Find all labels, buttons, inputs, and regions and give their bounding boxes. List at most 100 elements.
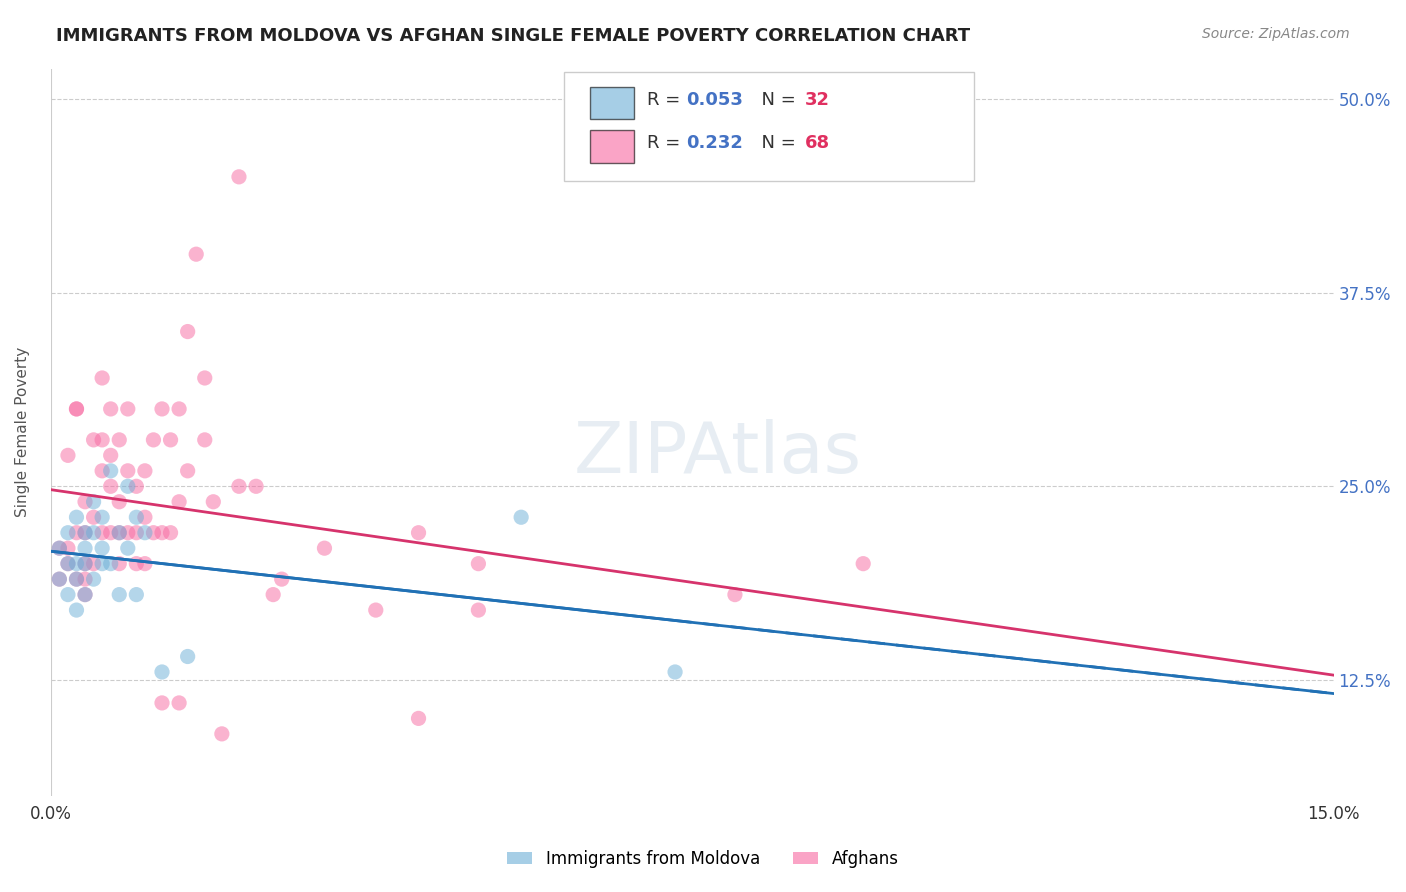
Point bbox=[48, 572, 70, 586]
Point bbox=[159, 525, 181, 540]
Point bbox=[724, 588, 747, 602]
Point bbox=[245, 479, 267, 493]
Point bbox=[176, 649, 198, 664]
Point bbox=[73, 588, 96, 602]
Point bbox=[73, 572, 96, 586]
Point bbox=[100, 464, 122, 478]
Point bbox=[159, 433, 181, 447]
Point bbox=[467, 557, 489, 571]
Point bbox=[467, 603, 489, 617]
Point bbox=[117, 464, 139, 478]
Point bbox=[134, 525, 156, 540]
Point bbox=[150, 401, 173, 416]
Point bbox=[73, 557, 96, 571]
Point bbox=[167, 495, 190, 509]
Text: 68: 68 bbox=[806, 135, 830, 153]
Point bbox=[65, 401, 87, 416]
Point bbox=[100, 557, 122, 571]
Point bbox=[100, 479, 122, 493]
FancyBboxPatch shape bbox=[589, 130, 634, 163]
Point bbox=[134, 464, 156, 478]
Point bbox=[83, 495, 105, 509]
Point bbox=[852, 557, 875, 571]
Point bbox=[150, 665, 173, 679]
Point bbox=[65, 525, 87, 540]
Point bbox=[125, 510, 148, 524]
Point bbox=[65, 603, 87, 617]
Point bbox=[117, 525, 139, 540]
Point bbox=[108, 495, 131, 509]
Point bbox=[73, 525, 96, 540]
Point bbox=[125, 479, 148, 493]
Point bbox=[117, 541, 139, 556]
Point bbox=[73, 525, 96, 540]
Point bbox=[100, 525, 122, 540]
Point bbox=[65, 557, 87, 571]
Text: Source: ZipAtlas.com: Source: ZipAtlas.com bbox=[1202, 27, 1350, 41]
Text: R =: R = bbox=[647, 135, 686, 153]
Point bbox=[176, 325, 198, 339]
Point bbox=[83, 557, 105, 571]
Point bbox=[194, 371, 217, 385]
Point bbox=[408, 711, 430, 725]
Point bbox=[186, 247, 208, 261]
Point bbox=[125, 588, 148, 602]
Point bbox=[91, 541, 114, 556]
Point bbox=[314, 541, 336, 556]
Point bbox=[56, 448, 79, 462]
Text: N =: N = bbox=[749, 135, 801, 153]
Point bbox=[117, 479, 139, 493]
Point bbox=[91, 557, 114, 571]
FancyBboxPatch shape bbox=[564, 72, 974, 181]
Point bbox=[48, 541, 70, 556]
Text: ZIPAtlas: ZIPAtlas bbox=[574, 419, 862, 489]
FancyBboxPatch shape bbox=[589, 87, 634, 120]
Point bbox=[100, 401, 122, 416]
Point bbox=[65, 572, 87, 586]
Point bbox=[100, 448, 122, 462]
Point bbox=[83, 525, 105, 540]
Point bbox=[150, 696, 173, 710]
Legend: Immigrants from Moldova, Afghans: Immigrants from Moldova, Afghans bbox=[501, 844, 905, 875]
Point bbox=[83, 572, 105, 586]
Point bbox=[108, 588, 131, 602]
Point bbox=[664, 665, 686, 679]
Point bbox=[167, 696, 190, 710]
Text: 32: 32 bbox=[806, 91, 830, 109]
Point bbox=[56, 541, 79, 556]
Point bbox=[91, 433, 114, 447]
Point bbox=[83, 433, 105, 447]
Point bbox=[202, 495, 225, 509]
Point bbox=[108, 433, 131, 447]
Point bbox=[65, 401, 87, 416]
Point bbox=[134, 510, 156, 524]
Point bbox=[117, 401, 139, 416]
Point bbox=[108, 525, 131, 540]
Point bbox=[56, 557, 79, 571]
Point bbox=[108, 525, 131, 540]
Text: IMMIGRANTS FROM MOLDOVA VS AFGHAN SINGLE FEMALE POVERTY CORRELATION CHART: IMMIGRANTS FROM MOLDOVA VS AFGHAN SINGLE… bbox=[56, 27, 970, 45]
Text: N =: N = bbox=[749, 91, 801, 109]
Point bbox=[91, 525, 114, 540]
Point bbox=[91, 464, 114, 478]
Point bbox=[56, 557, 79, 571]
Point bbox=[262, 588, 284, 602]
Point bbox=[510, 510, 533, 524]
Point bbox=[65, 510, 87, 524]
Point bbox=[211, 727, 233, 741]
Point bbox=[150, 525, 173, 540]
Point bbox=[125, 557, 148, 571]
Point bbox=[125, 525, 148, 540]
Point bbox=[48, 541, 70, 556]
Point bbox=[83, 510, 105, 524]
Point bbox=[270, 572, 292, 586]
Point bbox=[91, 371, 114, 385]
Text: R =: R = bbox=[647, 91, 686, 109]
Text: 0.232: 0.232 bbox=[686, 135, 742, 153]
Point bbox=[65, 572, 87, 586]
Point bbox=[73, 588, 96, 602]
Point bbox=[91, 510, 114, 524]
Point bbox=[48, 572, 70, 586]
Point bbox=[167, 401, 190, 416]
Point bbox=[228, 479, 250, 493]
